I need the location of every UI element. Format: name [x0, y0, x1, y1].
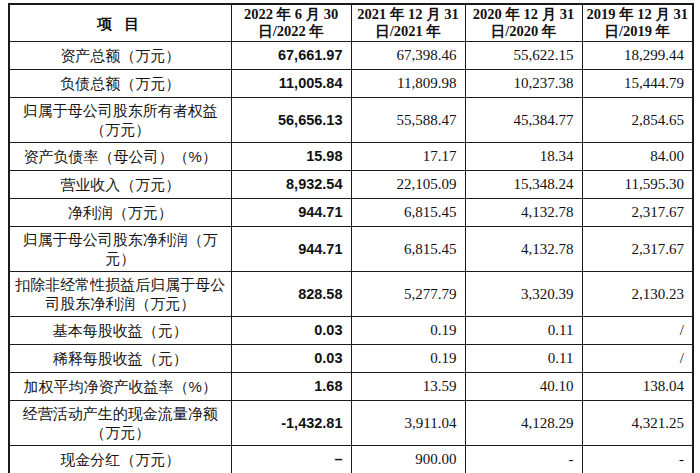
value-cell: 3,320.39 [465, 272, 582, 317]
row-label: 现金分红（万元） [9, 446, 231, 473]
value-cell: 18.34 [465, 143, 582, 171]
value-cell: 17.17 [351, 143, 465, 171]
value-cell: 0.03 [231, 317, 351, 345]
document-page: 项 目 2022 年 6 月 30 日/2022 年2021 年 12 月 31… [0, 0, 700, 473]
table-row: 营业收入（万元）8,932.5422,105.0915,348.2411,595… [9, 171, 693, 199]
row-label: 扣除非经常性损益后归属于母公司股东净利润（万元） [9, 272, 231, 317]
row-label: 加权平均净资产收益率（%） [9, 373, 231, 401]
value-cell: 2,317.67 [582, 227, 693, 272]
value-cell: 0.11 [465, 317, 582, 345]
value-cell: -1,432.81 [231, 401, 351, 446]
table-body: 资产总额（万元）67,661.9767,398.4655,622.1518,29… [9, 42, 693, 473]
value-cell: 6,815.45 [351, 227, 465, 272]
value-cell: 4,132.78 [465, 227, 582, 272]
value-cell: 55,588.47 [351, 98, 465, 143]
value-cell: 0.19 [351, 345, 465, 373]
value-cell: 67,661.97 [231, 42, 351, 70]
value-cell: 8,932.54 [231, 171, 351, 199]
value-cell: 11,005.84 [231, 70, 351, 98]
value-cell: – [231, 446, 351, 473]
value-cell: 944.71 [231, 199, 351, 227]
column-header-period: 2021 年 12 月 31 日/2021 年 [351, 4, 465, 42]
value-cell: 15,444.79 [582, 70, 693, 98]
value-cell: 4,132.78 [465, 199, 582, 227]
value-cell: 5,277.79 [351, 272, 465, 317]
value-cell: 828.58 [231, 272, 351, 317]
value-cell: 11,809.98 [351, 70, 465, 98]
value-cell: 67,398.46 [351, 42, 465, 70]
row-label: 资产总额（万元） [9, 42, 231, 70]
column-header-item: 项 目 [9, 4, 231, 42]
row-label: 负债总额（万元） [9, 70, 231, 98]
value-cell: 1.68 [231, 373, 351, 401]
value-cell: 944.71 [231, 227, 351, 272]
table-row: 归属于母公司股东净利润（万元）944.716,815.454,132.782,3… [9, 227, 693, 272]
value-cell: 0.03 [231, 345, 351, 373]
value-cell: 13.59 [351, 373, 465, 401]
table-row: 稀释每股收益（元）0.030.190.11/ [9, 345, 693, 373]
table-row: 净利润（万元）944.716,815.454,132.782,317.67 [9, 199, 693, 227]
table-row: 归属于母公司股东所有者权益（万元）56,656.1355,588.4745,38… [9, 98, 693, 143]
value-cell: 40.10 [465, 373, 582, 401]
table-row: 基本每股收益（元）0.030.190.11/ [9, 317, 693, 345]
value-cell: 138.04 [582, 373, 693, 401]
table-row: 资产负债率（母公司）（%）15.9817.1718.3484.00 [9, 143, 693, 171]
value-cell: 4,321.25 [582, 401, 693, 446]
column-header-period: 2022 年 6 月 30 日/2022 年 [231, 4, 351, 42]
value-cell: / [582, 317, 693, 345]
table-row: 加权平均净资产收益率（%）1.6813.5940.10138.04 [9, 373, 693, 401]
row-label: 经营活动产生的现金流量净额（万元） [9, 401, 231, 446]
value-cell: 10,237.38 [465, 70, 582, 98]
financial-summary-table: 项 目 2022 年 6 月 30 日/2022 年2021 年 12 月 31… [8, 3, 694, 473]
table-row: 经营活动产生的现金流量净额（万元）-1,432.813,911.044,128.… [9, 401, 693, 446]
value-cell: 0.19 [351, 317, 465, 345]
value-cell: 56,656.13 [231, 98, 351, 143]
value-cell: 3,911.04 [351, 401, 465, 446]
row-label: 基本每股收益（元） [9, 317, 231, 345]
row-label: 归属于母公司股东净利润（万元） [9, 227, 231, 272]
value-cell: 55,622.15 [465, 42, 582, 70]
column-header-period: 2019 年 12 月 31 日/2019 年 [582, 4, 693, 42]
table-row: 负债总额（万元）11,005.8411,809.9810,237.3815,44… [9, 70, 693, 98]
value-cell: 4,128.29 [465, 401, 582, 446]
value-cell: 900.00 [351, 446, 465, 473]
row-label: 净利润（万元） [9, 199, 231, 227]
value-cell: 45,384.77 [465, 98, 582, 143]
value-cell: 2,317.67 [582, 199, 693, 227]
value-cell: - [465, 446, 582, 473]
row-label: 资产负债率（母公司）（%） [9, 143, 231, 171]
table-row: 资产总额（万元）67,661.9767,398.4655,622.1518,29… [9, 42, 693, 70]
table-row: 扣除非经常性损益后归属于母公司股东净利润（万元）828.585,277.793,… [9, 272, 693, 317]
value-cell: 0.11 [465, 345, 582, 373]
value-cell: 2,130.23 [582, 272, 693, 317]
value-cell: 15.98 [231, 143, 351, 171]
row-label: 营业收入（万元） [9, 171, 231, 199]
value-cell: 18,299.44 [582, 42, 693, 70]
row-label: 稀释每股收益（元） [9, 345, 231, 373]
column-header-period: 2020 年 12 月 31 日/2020 年 [465, 4, 582, 42]
value-cell: 2,854.65 [582, 98, 693, 143]
value-cell: / [582, 345, 693, 373]
value-cell: 15,348.24 [465, 171, 582, 199]
value-cell: 84.00 [582, 143, 693, 171]
table-row: 现金分红（万元）–900.00-- [9, 446, 693, 473]
row-label: 归属于母公司股东所有者权益（万元） [9, 98, 231, 143]
value-cell: 22,105.09 [351, 171, 465, 199]
value-cell: 6,815.45 [351, 199, 465, 227]
value-cell: 11,595.30 [582, 171, 693, 199]
table-header-row: 项 目 2022 年 6 月 30 日/2022 年2021 年 12 月 31… [9, 4, 693, 42]
value-cell: - [582, 446, 693, 473]
